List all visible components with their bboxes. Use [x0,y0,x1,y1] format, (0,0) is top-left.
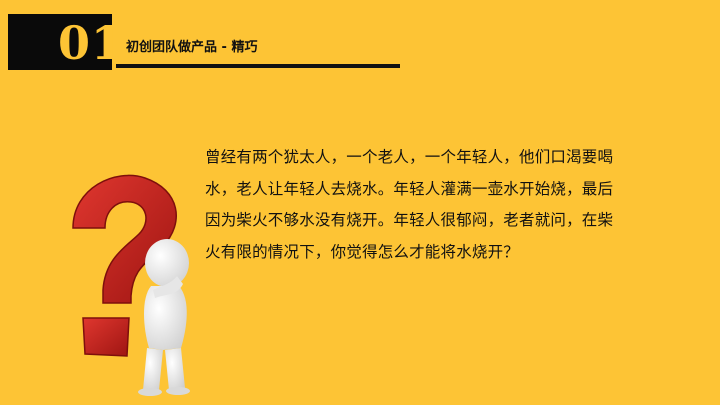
thinking-figure-icon [72,174,190,396]
body-paragraph: 曾经有两个犹太人，一个老人，一个年轻人，他们口渴要喝 水，老人让年轻人去烧水。年… [205,142,685,268]
body-line-2: 水，老人让年轻人去烧水。年轻人灌满一壶水开始烧，最后 [205,179,614,198]
body-line-4: 火有限的情况下，你觉得怎么才能将水烧开？ [205,242,520,261]
section-number: 01 [58,16,125,70]
title-underline [116,64,400,68]
figure-icon [138,239,190,396]
section-number-block [8,14,112,70]
body-line-1: 曾经有两个犹太人，一个老人，一个年轻人，他们口渴要喝 [205,148,614,166]
body-line-3: 因为柴火不够水没有烧开。年轻人很郁闷，老者就问，在柴 [205,211,614,229]
question-mark-icon [72,174,177,357]
slide-title: 初创团队做产品 - 精巧 [126,40,258,55]
